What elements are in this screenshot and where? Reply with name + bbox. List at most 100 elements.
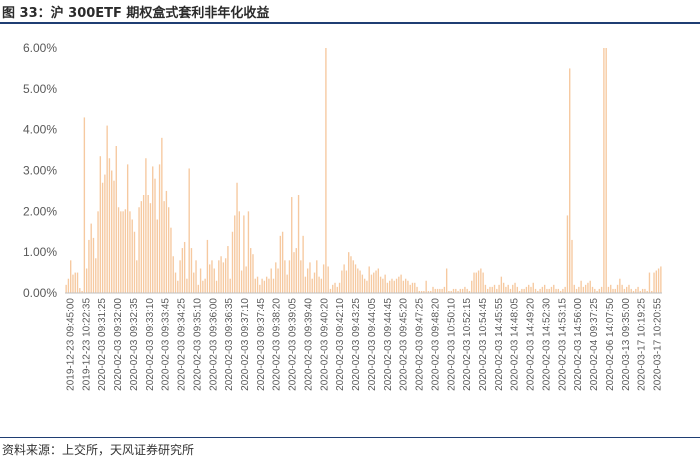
bar [386,282,389,293]
x-tick-label: 2020-02-03 10:50:10 [446,298,457,391]
bar [443,286,446,294]
x-tick-label: 2020-02-03 09:39:40 [303,298,314,391]
bar [83,117,86,293]
bar [213,268,215,293]
bar [72,274,74,294]
bar [293,252,295,293]
bar [281,231,284,293]
bar [528,284,530,293]
x-tick-label: 2020-02-03 09:36:35 [224,298,235,391]
bar [104,174,106,293]
bar [270,268,272,293]
bar [573,284,575,293]
bar [284,260,286,293]
bar [234,215,236,293]
bar [432,286,434,294]
bar [318,276,320,293]
bar [450,290,452,293]
bar [359,270,361,293]
bar [79,288,81,293]
x-tick-label: 2020-02-03 10:54:45 [478,298,489,391]
bar [295,248,297,293]
bar [377,268,379,293]
bar [204,278,206,293]
bar [352,260,354,293]
bar [653,272,655,293]
x-tick-label: 2020-02-03 09:31:25 [97,298,108,391]
bar [655,270,657,293]
bar [117,207,120,293]
x-tick-label: 2020-02-03 09:32:00 [113,298,124,391]
bar [418,290,421,293]
bar [543,284,546,293]
bar [329,288,332,293]
bar [145,158,147,293]
bar [559,290,562,293]
bar [507,284,509,293]
bar [584,284,587,293]
bar [555,288,557,293]
y-axis: 0.00% 1.00% 2.00% 3.00% 4.00% 5.00% 6.00% [23,41,57,300]
bar [259,284,261,293]
bar [493,284,496,293]
bar [215,280,218,293]
bar [229,278,231,293]
x-tick-label: 2020-02-03 09:35:10 [192,298,203,391]
bar [334,282,336,293]
bar [363,278,366,293]
bar [621,284,623,293]
x-tick-label: 2020-02-03 09:42:10 [335,298,346,391]
bar [514,282,516,293]
bar [436,288,439,293]
x-tick-label: 2020-02-03 14:45:55 [494,298,505,391]
bar [220,256,222,293]
bar [384,274,386,294]
bar [402,280,405,293]
bar [614,288,616,293]
bar [81,290,83,293]
bar [288,260,291,293]
bar [648,272,651,293]
bar [311,278,313,293]
bar [222,262,225,294]
bar [466,288,468,293]
bar [133,231,136,293]
bar [99,156,102,293]
bar [635,288,637,293]
bar [113,180,115,293]
x-tick-label: 2020-02-03 09:33:10 [145,298,156,391]
bar [97,211,99,293]
bar [389,280,391,293]
bar [596,290,598,293]
bar [265,276,268,293]
bar [580,280,582,293]
bar [177,280,179,293]
bar [341,270,343,293]
bar [379,276,382,293]
bar [65,284,67,293]
bar [591,286,594,294]
bar [179,260,181,293]
bar [430,290,432,293]
bar [498,284,500,293]
bar [74,272,76,293]
bar [612,288,614,293]
bar [108,158,111,293]
x-tick-label: 2020-02-03 09:44:45 [383,298,394,391]
bar [566,215,569,293]
bar [348,252,350,293]
bar [111,170,113,293]
bar [594,288,596,293]
bar [325,48,327,293]
bar [582,286,585,294]
bar [603,48,605,293]
bar [644,288,646,293]
bar [302,235,304,293]
bar [548,288,550,293]
bar [181,248,184,293]
bar [546,288,548,293]
bar [530,286,532,294]
bar [366,280,368,293]
bar [441,288,443,293]
bar [197,284,199,293]
